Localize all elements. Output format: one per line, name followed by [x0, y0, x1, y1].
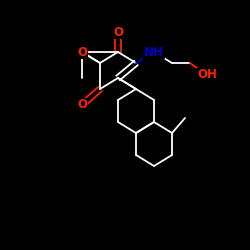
Text: O: O [77, 46, 87, 59]
Text: OH: OH [197, 68, 217, 82]
Text: O: O [113, 26, 123, 38]
Text: O: O [77, 98, 87, 112]
Text: NH: NH [144, 46, 164, 59]
